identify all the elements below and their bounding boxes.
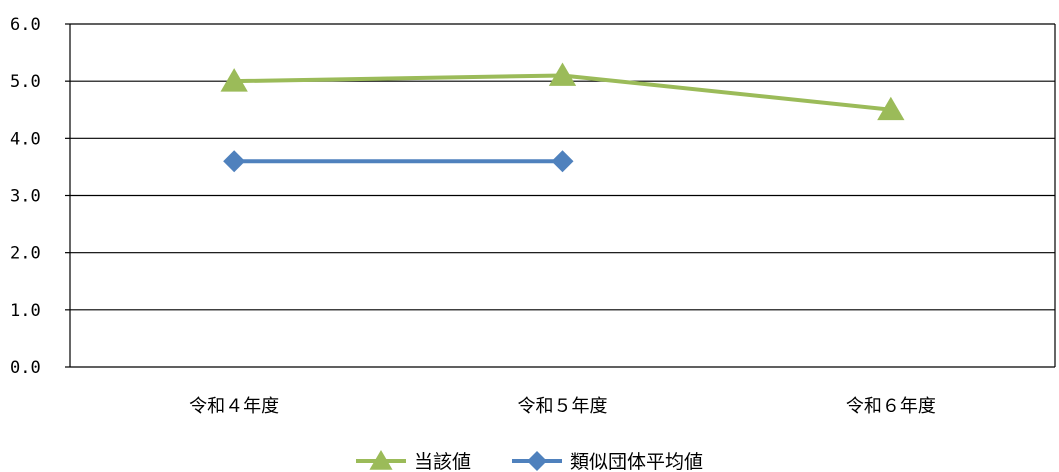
y-tick-label: 2.0 [10,244,41,264]
y-tick-label: 0.0 [10,358,41,378]
legend-label: 類似団体平均値 [570,451,703,472]
x-tick-labels: 令和４年度 令和５年度 令和６年度 [189,396,936,417]
y-tick-label: 1.0 [10,301,41,321]
series [220,62,905,173]
legend-item: 当該値 [356,450,471,472]
series-current-value [220,62,905,121]
data-point-triangle [220,68,248,92]
x-tick-label: 令和４年度 [189,396,279,417]
x-tick-label: 令和６年度 [846,396,936,417]
legend: 当該値 類似団体平均値 [356,450,703,472]
data-point-diamond [223,150,246,173]
series-similar-average [223,150,574,173]
x-tick-label: 令和５年度 [518,396,608,417]
y-tick-label: 6.0 [10,15,41,35]
legend-triangle-icon [369,450,393,470]
legend-label: 当該値 [414,451,471,472]
data-point-diamond [551,150,574,173]
legend-diamond-icon [527,451,547,471]
y-tick-label: 4.0 [10,129,41,149]
data-point-triangle [877,96,905,121]
legend-item: 類似団体平均値 [512,451,703,472]
y-tick-labels: 0.0 1.0 2.0 3.0 4.0 5.0 6.0 [10,15,41,378]
y-tick-label: 3.0 [10,187,41,207]
data-point-triangle [548,62,577,86]
axes [65,23,1056,368]
y-tick-label: 5.0 [10,72,41,92]
